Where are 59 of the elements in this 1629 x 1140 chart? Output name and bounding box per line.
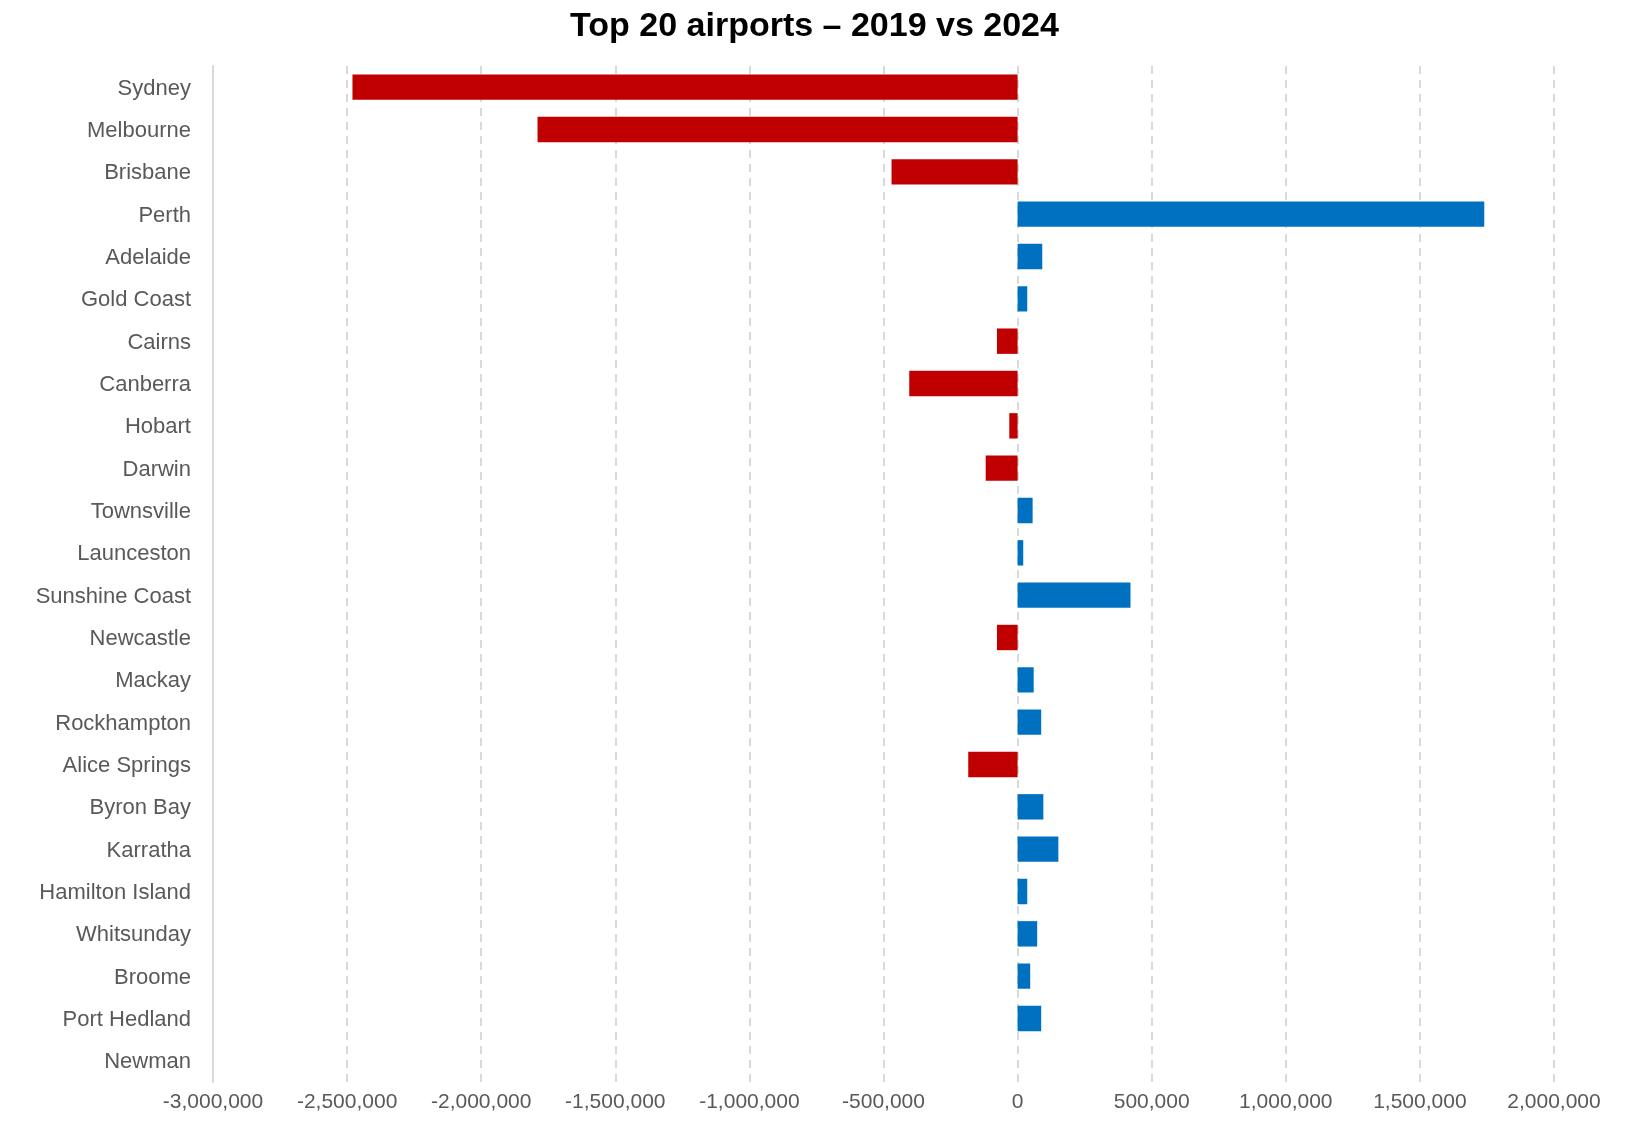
- y-tick-label: Mackay: [115, 667, 191, 693]
- bar: [1017, 582, 1131, 608]
- bar: [537, 116, 1018, 143]
- bar: [1017, 836, 1059, 862]
- y-tick-label: Sunshine Coast: [35, 582, 191, 608]
- chart-title: Top 20 airports – 2019 vs 2024: [570, 5, 1060, 43]
- y-tick-label: Gold Coast: [80, 286, 191, 312]
- y-tick-label: Cairns: [127, 328, 191, 354]
- y-tick-label: Adelaide: [105, 244, 191, 269]
- y-tick-label: Hobart: [124, 413, 191, 439]
- y-tick-label: Byron Bay: [89, 794, 191, 820]
- y-tick-label: Karratha: [106, 836, 192, 862]
- x-tick-label: 2,000,000: [1507, 1089, 1601, 1112]
- bar: [1017, 286, 1028, 312]
- bar: [1017, 497, 1033, 524]
- bar: [1017, 921, 1038, 947]
- y-tick-label: Newcastle: [89, 625, 191, 650]
- x-tick-label: 500,000: [1113, 1089, 1190, 1112]
- y-tick-label: Townsville: [90, 498, 191, 523]
- bar: [1017, 794, 1044, 820]
- y-tick-label: Alice Springs: [62, 752, 191, 777]
- y-tick-label: Newman: [104, 1048, 191, 1074]
- bar: [1017, 243, 1043, 270]
- y-tick-label: Broome: [113, 963, 191, 989]
- y-tick-label: Whitsunday: [76, 921, 191, 947]
- bar: [1017, 201, 1485, 227]
- bar: [1009, 413, 1018, 439]
- bar: [1017, 878, 1028, 905]
- bar: [1017, 1005, 1042, 1032]
- bar: [891, 159, 1018, 185]
- y-tick-label: Brisbane: [104, 159, 191, 185]
- bar: [968, 751, 1018, 778]
- y-tick-label: Darwin: [122, 455, 191, 481]
- y-tick-label: Perth: [138, 201, 191, 227]
- y-tick-label: Canberra: [99, 371, 192, 396]
- y-tick-label: Melbourne: [87, 117, 191, 142]
- x-tick-label: 1,000,000: [1239, 1089, 1333, 1112]
- x-tick-label: -1,000,000: [699, 1089, 800, 1112]
- x-tick-label: -3,000,000: [162, 1089, 264, 1112]
- bar: [985, 455, 1018, 481]
- x-tick-label: 0: [1011, 1089, 1024, 1112]
- x-tick-label: 1,500,000: [1373, 1089, 1467, 1112]
- x-tick-label: -2,500,000: [296, 1089, 398, 1112]
- bar: [1017, 709, 1042, 735]
- x-tick-label: -1,500,000: [565, 1089, 666, 1112]
- bar: [1017, 667, 1034, 693]
- bar: [996, 328, 1018, 354]
- bar: [352, 74, 1018, 100]
- y-tick-label: Port Hedland: [62, 1006, 191, 1031]
- bar: [1017, 540, 1024, 566]
- y-tick-label: Launceston: [77, 540, 191, 566]
- y-tick-label: Hamilton Island: [39, 879, 191, 904]
- bar: [909, 370, 1018, 397]
- y-tick-label: Sydney: [117, 74, 191, 100]
- x-tick-label: -2,000,000: [430, 1089, 532, 1112]
- bar: [996, 624, 1018, 651]
- y-tick-label: Rockhampton: [55, 709, 191, 735]
- x-tick-label: -500,000: [842, 1089, 925, 1112]
- bar: [1017, 963, 1031, 989]
